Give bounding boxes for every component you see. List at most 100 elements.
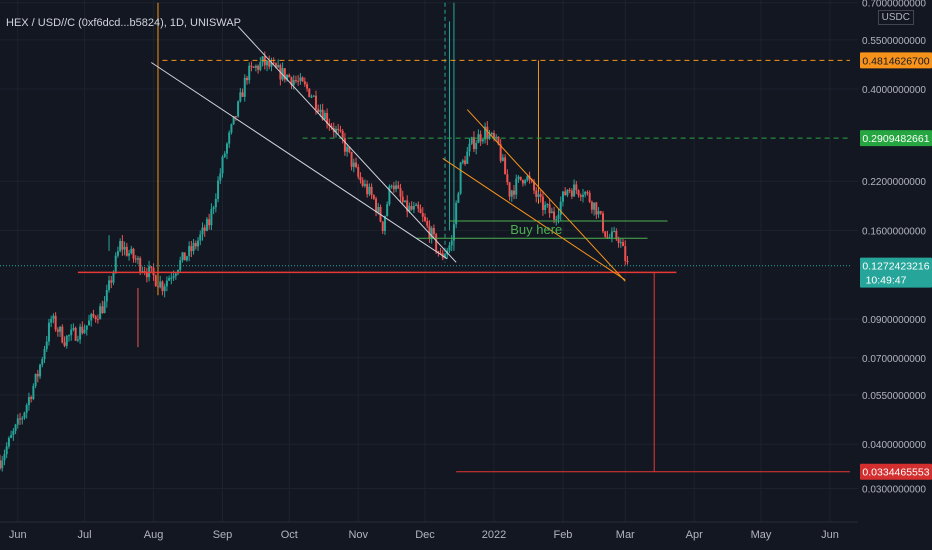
candle-body — [294, 79, 297, 81]
candle-body — [181, 252, 184, 261]
candle-body — [452, 224, 455, 241]
candle-body — [555, 219, 558, 221]
candle-body — [564, 191, 567, 196]
candle-body — [343, 138, 346, 152]
candle-body — [39, 364, 42, 377]
candle-body — [47, 322, 50, 342]
candle-body — [308, 88, 311, 97]
candle-body — [179, 260, 182, 270]
candle-body — [590, 201, 593, 210]
candle-body — [421, 213, 424, 217]
candle-body — [121, 241, 124, 250]
candle-body — [430, 228, 433, 239]
candle-body — [76, 339, 79, 341]
candle-body — [352, 162, 355, 167]
candle-body — [401, 196, 404, 203]
candle-body — [234, 116, 237, 118]
candle-body — [241, 92, 244, 97]
time-tick-label: Sep — [213, 529, 233, 541]
candle-body — [533, 181, 536, 191]
candle-body — [561, 191, 564, 202]
candle-body — [593, 202, 596, 210]
price-tick-label: 0.0900000000 — [862, 315, 926, 326]
candle-body — [27, 397, 30, 406]
candle-body — [56, 329, 59, 332]
candle-body — [415, 204, 418, 207]
candle-body — [83, 329, 86, 334]
candle-body — [245, 77, 248, 81]
candle-body — [90, 313, 93, 321]
candle-body — [626, 261, 629, 263]
candle-body — [524, 180, 527, 184]
candle-body — [519, 176, 522, 180]
candle-body — [288, 74, 291, 78]
candle-body — [468, 143, 471, 152]
candle-body — [72, 327, 75, 330]
candle-body — [74, 327, 77, 341]
candle-body — [541, 196, 544, 211]
time-tick-label: Oct — [281, 529, 298, 541]
green-level-badge-label: 0.2909482661 — [862, 133, 929, 145]
orange-level-badge-label: 0.4814626700 — [862, 55, 929, 67]
candle-body — [79, 326, 82, 340]
price-tick-label: 0.5500000000 — [862, 36, 926, 47]
candle-body — [337, 128, 340, 130]
candle-body — [134, 258, 137, 260]
candle-body — [521, 179, 524, 184]
candle-body — [12, 430, 15, 436]
candle-body — [501, 157, 504, 161]
candle-body — [243, 77, 246, 97]
price-tick-label: 0.4000000000 — [862, 85, 926, 96]
candle-body — [159, 281, 162, 288]
candle-body — [286, 74, 289, 80]
candle-body — [363, 184, 366, 186]
current-price-badge — [860, 257, 932, 288]
price-axis[interactable]: 0.7000000000 0.5500000000 0.4000000000 0.22… — [860, 0, 932, 495]
candle-body — [217, 180, 220, 199]
candle-body — [326, 113, 329, 124]
candle-body — [377, 207, 380, 213]
candle-body — [559, 201, 562, 215]
price-tick-label: 0.0400000000 — [862, 440, 926, 451]
time-axis[interactable]: Jun Jul Aug Sep Oct Nov Dec 2022 Feb Mar Apr May Jun — [0, 521, 858, 541]
candle-body — [0, 460, 1, 469]
candle-body — [252, 66, 255, 68]
candle-body — [397, 185, 400, 189]
candle-body — [321, 109, 324, 120]
candle-body — [597, 211, 600, 215]
candle-body — [154, 275, 157, 287]
candle-body — [466, 151, 469, 164]
candle-body — [348, 146, 351, 152]
candle-body — [172, 276, 175, 278]
drawings: Buy here — [0, 26, 850, 473]
grid — [0, 0, 858, 522]
candle-body — [619, 242, 622, 244]
candle-body — [508, 182, 511, 197]
candle-body — [450, 240, 453, 246]
candle-body — [266, 60, 269, 66]
candle-body — [426, 220, 429, 226]
candle-body — [105, 289, 108, 302]
candle-body — [128, 253, 131, 256]
candle-body — [254, 65, 257, 68]
candle-body — [595, 202, 598, 215]
candle-body — [510, 190, 513, 197]
candle-body — [205, 219, 208, 231]
candle-body — [88, 320, 91, 326]
candle-body — [250, 65, 253, 67]
candle-body — [114, 255, 117, 272]
candle-body — [548, 204, 551, 214]
candle-body — [557, 214, 560, 220]
candle-body — [513, 190, 516, 195]
candle-body — [383, 216, 386, 231]
candle-body — [368, 186, 371, 195]
candle-body — [25, 405, 28, 413]
candle-body — [455, 202, 458, 225]
candle-body — [3, 454, 6, 461]
candle-body — [615, 231, 618, 240]
candle-body — [192, 243, 195, 252]
price-tick-label: 0.2200000000 — [862, 177, 926, 188]
candle-body — [488, 134, 491, 139]
candle-body — [272, 62, 275, 64]
